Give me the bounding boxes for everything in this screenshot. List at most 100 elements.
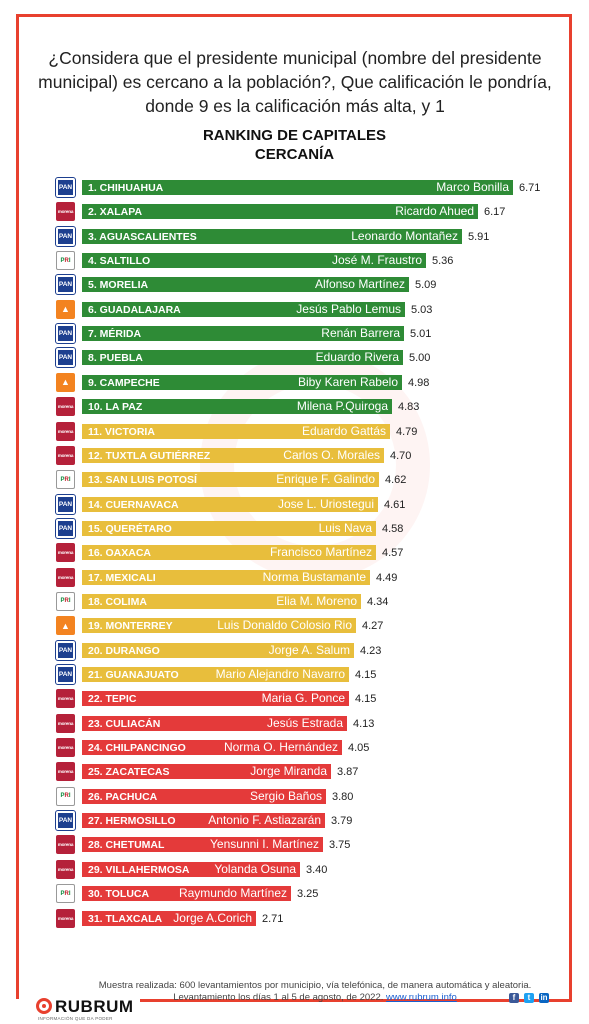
party-logo-morena-icon: morena: [56, 397, 75, 417]
city-label: 27. HERMOSILLO: [88, 815, 176, 828]
city-label: 4. SALTILLO: [88, 255, 151, 268]
ranking-row: morena 2. XALAPA Ricardo Ahued 6.17: [0, 200, 589, 224]
value-label: 4.79: [396, 425, 418, 438]
mayor-name: Elia M. Moreno: [276, 593, 357, 608]
value-label: 4.13: [353, 717, 375, 730]
party-logo-morena-icon: morena: [56, 835, 75, 855]
value-label: 4.98: [408, 376, 430, 389]
facebook-icon[interactable]: f: [509, 993, 519, 1003]
value-label: 3.87: [337, 766, 359, 779]
mayor-name: Sergio Baños: [249, 788, 322, 803]
bar: [82, 569, 370, 585]
brand-circle-icon: [36, 998, 52, 1014]
ranking-row: PAN 14. CUERNAVACA Jose L. Uriostegui 4.61: [0, 493, 589, 517]
frame-bottom-border: [140, 999, 572, 1002]
party-logo-morena-icon: morena: [56, 859, 75, 879]
brand-logo: RUBRUM INFORMACIÓN QUE DA PODER: [36, 996, 146, 1022]
frame-right-border: [569, 14, 572, 999]
value-label: 3.40: [306, 863, 328, 876]
brand-tagline: INFORMACIÓN QUE DA PODER: [38, 1016, 113, 1021]
bar: [82, 326, 404, 342]
bar: [82, 691, 349, 707]
bar: [82, 861, 300, 877]
bar: [82, 228, 462, 244]
frame-top-border: [16, 14, 572, 17]
bar: [82, 813, 325, 829]
ranking-row: morena 11. VICTORIA Eduardo Gattás 4.79: [0, 420, 589, 444]
party-logo-morena-icon: morena: [56, 445, 75, 465]
bar: [82, 301, 405, 317]
bar: [82, 180, 513, 195]
ranking-row: P R I 26. PACHUCA Sergio Baños 3.80: [0, 785, 589, 809]
value-label: 4.57: [382, 547, 404, 560]
city-label: 19. MONTERREY: [88, 620, 173, 633]
city-label: 16. OAXACA: [88, 547, 152, 560]
footer-note: Muestra realizada: 600 levantamientos po…: [80, 980, 550, 1004]
party-logo-mc-icon: ▲: [56, 299, 75, 319]
ranking-row: morena 23. CULIACÁN Jesús Estrada 4.13: [0, 712, 589, 736]
mayor-name: Renán Barrera: [321, 326, 400, 341]
party-logo-pan-icon: PAN: [55, 225, 76, 247]
party-logo-pan-icon: PAN: [55, 664, 76, 685]
ranking-row: morena 12. TUXTLA GUTIÉRREZ Carlos O. Mora…: [0, 444, 589, 468]
ranking-row: morena 29. VILLAHERMOSA Yolanda Osuna 3.40: [0, 858, 589, 882]
city-label: 17. MEXICALI: [88, 571, 156, 584]
mayor-name: Carlos O. Morales: [283, 447, 380, 462]
city-label: 14. CUERNAVACA: [88, 498, 179, 511]
chart-title-block: RANKING DE CAPITALES CERCANÍA: [0, 126, 589, 164]
city-label: 13. SAN LUIS POTOSÍ: [88, 474, 197, 487]
mayor-name: Jose L. Uriostegui: [277, 496, 374, 511]
city-label: 24. CHILPANCINGO: [88, 742, 186, 755]
ranking-row: morena 28. CHETUMAL Yensunni I. Martínez 3.…: [0, 833, 589, 857]
value-label: 5.01: [410, 328, 432, 341]
city-label: 29. VILLAHERMOSA: [88, 863, 190, 876]
bar: [82, 715, 347, 731]
party-logo-pan-icon: PAN: [55, 639, 76, 661]
ranking-row: P R I 13. SAN LUIS POTOSÍ Enrique F. Galindo…: [0, 468, 589, 492]
ranking-row: PAN 15. QUERÉTARO Luis Nava 4.58: [0, 517, 589, 541]
party-logo-pan-icon: PAN: [55, 177, 76, 198]
chart-subtitle: CERCANÍA: [254, 146, 335, 163]
bar: [82, 837, 323, 853]
twitter-icon[interactable]: t: [524, 993, 534, 1003]
value-label: 6.71: [519, 182, 541, 194]
mayor-name: Alfonso Martínez: [314, 277, 405, 292]
party-logo-pan-icon: PAN: [55, 347, 76, 369]
value-label: 4.15: [355, 693, 377, 706]
mayor-name: Jesús Pablo Lemus: [296, 301, 401, 316]
ranking-row: morena 17. MEXICALI Norma Bustamante 4.49: [0, 566, 589, 590]
city-label: 7. MÉRIDA: [88, 328, 142, 341]
bar: [82, 204, 478, 220]
ranking-row: PAN 27. HERMOSILLO Antonio F. Astiazarán 3.…: [0, 809, 589, 833]
value-label: 3.75: [329, 839, 351, 852]
value-label: 4.83: [398, 401, 420, 414]
ranking-row: PAN 5. MORELIA Alfonso Martínez 5.09: [0, 273, 589, 297]
city-label: 12. TUXTLA GUTIÉRREZ: [88, 449, 211, 462]
mayor-name: Enrique F. Galindo: [276, 472, 375, 487]
value-label: 4.23: [360, 644, 382, 657]
party-logo-morena-icon: morena: [56, 762, 75, 782]
chart-title: RANKING DE CAPITALES: [202, 127, 387, 144]
city-label: 23. CULIACÁN: [88, 717, 161, 730]
party-logo-pan-icon: PAN: [55, 493, 76, 515]
mayor-name: Milena P.Quiroga: [296, 399, 388, 414]
bar: [82, 886, 291, 902]
ranking-row: P R I 4. SALTILLO José M. Fraustro 5.36: [0, 249, 589, 273]
value-label: 5.36: [432, 255, 454, 268]
bar: [82, 350, 403, 366]
ranking-row: PAN 7. MÉRIDA Renán Barrera 5.01: [0, 322, 589, 346]
ranking-row: P R I 30. TOLUCA Raymundo Martínez 3.25: [0, 882, 589, 906]
mayor-name: Francisco Martínez: [269, 545, 372, 560]
linkedin-icon[interactable]: in: [539, 993, 549, 1003]
mayor-name: Jesús Estrada: [266, 715, 343, 730]
bar: [82, 277, 409, 293]
mayor-name: Jorge Miranda: [250, 764, 327, 779]
city-label: 15. QUERÉTARO: [88, 522, 172, 535]
bar: [82, 423, 390, 439]
party-logo-pan-icon: PAN: [55, 274, 76, 296]
footer-link[interactable]: www.rubrum.info: [386, 992, 457, 1003]
survey-question: ¿Considera que el presidente municipal (…: [38, 48, 552, 116]
